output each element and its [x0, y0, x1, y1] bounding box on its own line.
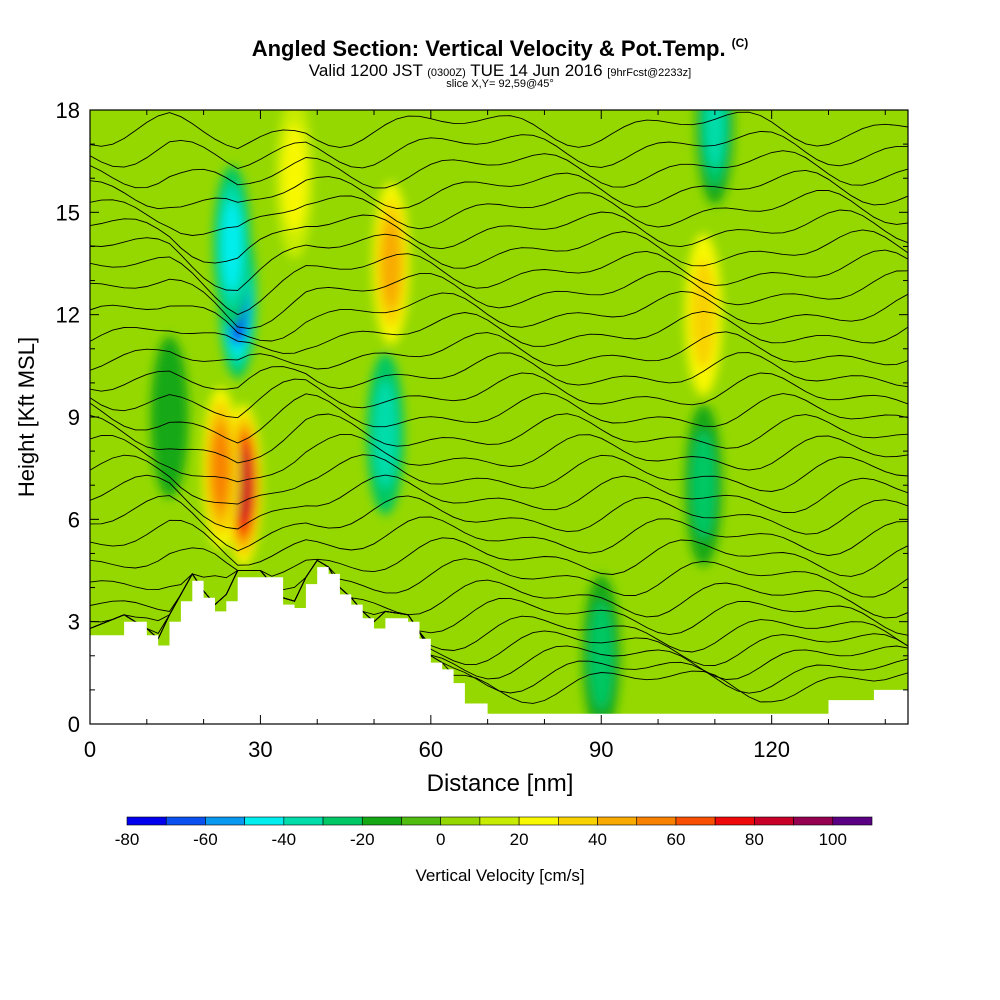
theta-isentropes — [90, 111, 908, 704]
isentrope-line — [90, 169, 908, 210]
colorbar-swatch — [401, 816, 441, 826]
colorbar-tick-label: 100 — [819, 830, 847, 849]
colorbar-swatch — [283, 816, 324, 826]
y-tick-labels: 0 3 6 9 12 15 18 — [56, 98, 80, 737]
isentrope-line — [90, 516, 908, 566]
y-axis-label: Height [Kft MSL] — [14, 337, 39, 497]
slice-info: slice X,Y= 92,59@45° — [446, 78, 554, 90]
isentrope-line — [90, 249, 908, 316]
colorbar-label: Vertical Velocity [cm/s] — [415, 866, 584, 885]
isentrope-line — [90, 229, 908, 291]
isentrope-line — [90, 413, 908, 464]
colorbar-tick-label: -60 — [193, 830, 218, 849]
isentrope-line — [90, 331, 908, 371]
x-tick-labels: 0 30 60 90 120 — [84, 737, 790, 762]
colorbar-tick-label: 20 — [510, 830, 529, 849]
colorbar-tick-label: 40 — [588, 830, 607, 849]
colorbar-swatch — [714, 816, 755, 826]
y-tick-label: 3 — [68, 610, 80, 635]
colorbar — [126, 816, 873, 826]
chart-title: Angled Section: Vertical Velocity & Pot.… — [0, 36, 1000, 62]
isentrope-line — [90, 130, 908, 169]
x-tick-label: 30 — [248, 737, 272, 762]
colorbar-tick-label: -20 — [350, 830, 375, 849]
colorbar-swatch — [165, 816, 206, 826]
colorbar-swatch — [322, 816, 363, 826]
colorbar-swatch — [754, 816, 794, 826]
velocity-feature — [282, 124, 307, 233]
colorbar-swatch — [518, 816, 559, 826]
isentrope-line — [90, 559, 908, 619]
isentrope-line — [90, 392, 908, 444]
colorbar-swatch — [361, 816, 402, 826]
isentrope-line — [90, 150, 908, 189]
velocity-feature — [691, 431, 716, 540]
plot-area — [90, 110, 908, 724]
colorbar-swatch — [675, 816, 716, 826]
terrain — [90, 567, 908, 724]
colorbar-swatch — [793, 816, 834, 826]
velocity-feature — [157, 363, 182, 471]
x-axis-label: Distance [nm] — [427, 770, 574, 797]
axis-ticks — [89, 109, 908, 725]
colorbar-tick-label: 80 — [745, 830, 764, 849]
isentrope-line — [90, 290, 908, 342]
colorbar-swatch — [126, 816, 167, 826]
x-tick-label: 120 — [753, 737, 790, 762]
velocity-feature — [381, 218, 401, 309]
velocity-feature — [691, 260, 716, 369]
valid-utc: (0300Z) — [427, 67, 466, 79]
y-tick-label: 0 — [68, 712, 80, 737]
colorbar-tick-labels: -80 -60 -40 -20 0 20 40 60 80 100 — [115, 830, 847, 849]
y-tick-label: 18 — [56, 98, 80, 123]
colorbar-swatch — [205, 816, 245, 826]
x-tick-label: 60 — [419, 737, 443, 762]
isentrope-line — [90, 558, 908, 598]
y-tick-label: 15 — [56, 200, 80, 225]
y-tick-label: 6 — [68, 507, 80, 532]
isentrope-line — [90, 372, 908, 419]
velocity-feature — [211, 427, 230, 509]
valid-prefix: Valid 1200 JST — [308, 61, 423, 80]
velocity-feature — [222, 201, 242, 292]
title-text: Angled Section: Vertical Velocity & Pot.… — [251, 36, 726, 61]
colorbar-swatch — [244, 816, 285, 826]
valid-date: TUE 14 Jun 2016 — [470, 61, 603, 80]
isentrope-line — [90, 111, 908, 150]
velocity-feature — [704, 110, 725, 169]
isentrope-line — [90, 352, 908, 392]
isentrope-line — [90, 310, 908, 354]
isentrope-line — [90, 209, 908, 264]
valid-time: Valid 1200 JST (0300Z) TUE 14 Jun 2016 [… — [0, 61, 1000, 81]
colorbar-swatch — [597, 816, 638, 826]
colorbar-swatch — [636, 816, 677, 826]
colorbar-tick-label: 60 — [666, 830, 685, 849]
isentrope-line — [90, 474, 908, 530]
x-tick-label: 90 — [589, 737, 613, 762]
isentrope-line — [90, 495, 908, 552]
isentrope-line — [90, 189, 908, 236]
title-mark: (C) — [731, 36, 749, 50]
colorbar-swatch — [832, 816, 873, 826]
forecast-label: [9hrFcst@2233z] — [607, 67, 692, 79]
velocity-feature — [373, 380, 398, 489]
x-tick-label: 0 — [84, 737, 96, 762]
colorbar-tick-label: 0 — [436, 830, 445, 849]
isentrope-line — [90, 537, 908, 577]
colorbar-swatch — [558, 816, 598, 826]
colorbar-swatch — [440, 816, 481, 826]
isentrope-line — [90, 454, 908, 505]
colorbar-tick-label: -80 — [115, 830, 140, 849]
y-tick-label: 9 — [68, 405, 80, 430]
y-tick-label: 12 — [56, 303, 80, 328]
isentrope-line — [90, 434, 908, 483]
colorbar-tick-label: -40 — [272, 830, 297, 849]
colorbar-swatch — [479, 816, 520, 826]
isentrope-line — [90, 270, 908, 329]
